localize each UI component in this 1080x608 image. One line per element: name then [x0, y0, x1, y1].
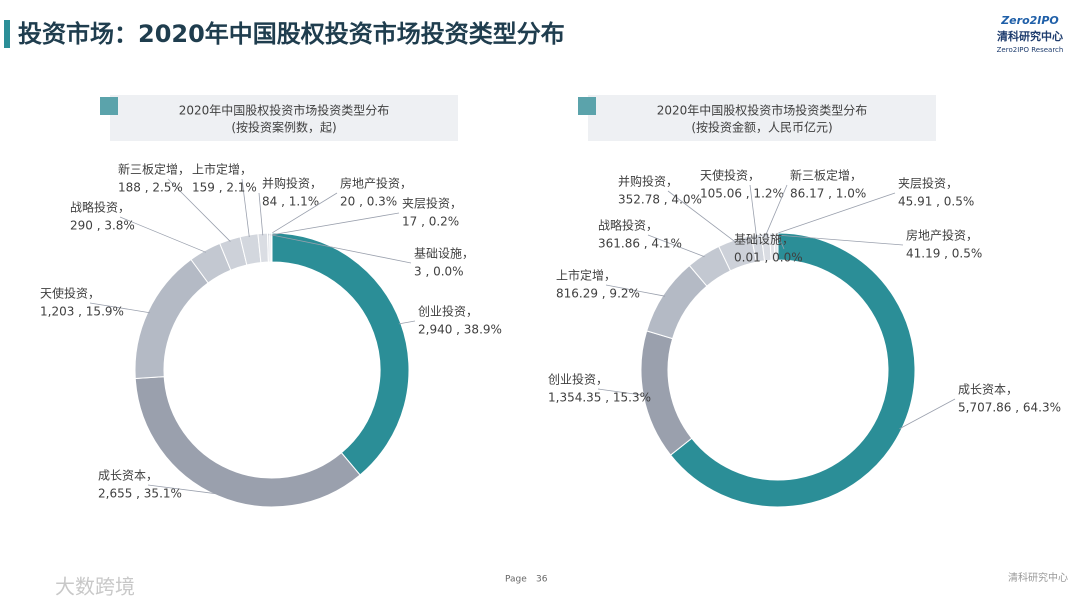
leader-line: [89, 302, 150, 314]
slice-category: 基础设施，: [734, 233, 794, 247]
slice-value-label: 159 , 2.1%: [192, 181, 257, 195]
leader-line: [605, 284, 666, 297]
leader-line: [398, 320, 416, 325]
slice-value-label: 105.06 , 1.2%: [700, 187, 784, 201]
slice-value-label: 41.19 , 0.5%: [906, 247, 982, 261]
leader-line: [777, 234, 785, 250]
slice-value-label: 816.29 , 9.2%: [556, 287, 640, 301]
slice-category: 夹层投资，: [898, 176, 958, 191]
leader-line: [775, 234, 904, 246]
slice-value-label: 3 , 0.0%: [414, 265, 464, 279]
chart-title-box: [110, 95, 458, 141]
page-title: 投资市场：2020年中国股权投资市场投资类型分布: [18, 20, 565, 48]
slice-value-label: 84 , 1.1%: [262, 195, 319, 209]
slice-category: 房地产投资，: [906, 228, 978, 243]
leader-line: [258, 192, 264, 236]
slice-value-label: 352.78 , 4.0%: [618, 193, 702, 207]
slice-category: 新三板定增，: [790, 168, 862, 183]
slice-value-label: 188 , 2.5%: [118, 181, 183, 195]
slice-category: 战略投资，: [70, 200, 130, 215]
page-label: Page: [505, 575, 527, 585]
slice-category: 成长资本，: [958, 383, 1018, 397]
logo-brand: Zero2IPO: [1000, 14, 1059, 27]
watermark: 大数跨境: [55, 575, 135, 599]
slice-value-label: 1,354.35 , 15.3%: [548, 391, 651, 405]
title-bar: [4, 20, 10, 48]
leader-line: [241, 178, 250, 237]
slice-value-label: 2,655 , 35.1%: [98, 487, 182, 501]
slice-category: 成长资本，: [98, 469, 158, 483]
slice-category: 天使投资，: [40, 286, 100, 301]
slice-category: 战略投资，: [598, 218, 658, 233]
slice-value-label: 0.01 , 0.0%: [734, 251, 803, 265]
leader-line: [667, 190, 736, 243]
leader-line: [271, 234, 412, 264]
slice-value-label: 361.86 , 4.1%: [598, 237, 682, 251]
leader-line: [167, 178, 231, 242]
leader-line: [899, 398, 956, 430]
slice-value-label: 20 , 0.3%: [340, 195, 397, 209]
slice-category: 房地产投资，: [340, 176, 412, 191]
slice-value-label: 45.91 , 0.5%: [898, 195, 974, 209]
slice-category: 基础设施，: [414, 247, 474, 261]
slice-category: 夹层投资，: [402, 196, 462, 211]
slice-category: 创业投资，: [418, 304, 478, 319]
slice-category: 上市定增，: [192, 162, 252, 177]
slice-value-label: 1,203 , 15.9%: [40, 305, 124, 319]
chart-title: 2020年中国股权投资市场投资类型分布: [179, 103, 390, 118]
chart-subtitle: (按投资金额，人民币亿元): [691, 120, 832, 135]
slice-category: 并购投资，: [618, 174, 678, 189]
slice-value-label: 17 , 0.2%: [402, 215, 459, 229]
footer-org: 清科研究中心: [1008, 571, 1068, 584]
chart-subtitle: (按投资案例数，起): [231, 120, 336, 135]
donut-slice: [669, 232, 916, 508]
leader-line: [765, 184, 788, 236]
chart-title-marker: [100, 97, 118, 115]
leader-line: [268, 192, 338, 236]
slice-category: 创业投资，: [548, 372, 608, 387]
slice-value-label: 5,707.86 , 64.3%: [958, 401, 1061, 415]
leader-line: [270, 212, 400, 236]
slice-value-label: 2,940 , 38.9%: [418, 323, 502, 337]
slice-category: 并购投资，: [262, 176, 322, 191]
chart-title: 2020年中国股权投资市场投资类型分布: [657, 103, 868, 118]
chart-title-marker: [578, 97, 596, 115]
leader-line: [119, 216, 207, 253]
leader-line: [597, 388, 646, 396]
slice-value-label: 86.17 , 1.0%: [790, 187, 866, 201]
leader-line: [749, 184, 757, 237]
logo-name: 清科研究中心: [997, 29, 1063, 43]
leader-line: [647, 234, 705, 258]
slice-category: 上市定增，: [556, 268, 616, 283]
chart-title-box: [588, 95, 936, 141]
page-number: 36: [536, 575, 548, 585]
logo-sub: Zero2IPO Research: [997, 46, 1064, 54]
slice-value-label: 290 , 3.8%: [70, 219, 135, 233]
slice-category: 新三板定增，: [118, 162, 190, 177]
slice-category: 天使投资，: [700, 168, 760, 183]
leader-line: [147, 484, 219, 495]
leader-line: [771, 192, 896, 236]
